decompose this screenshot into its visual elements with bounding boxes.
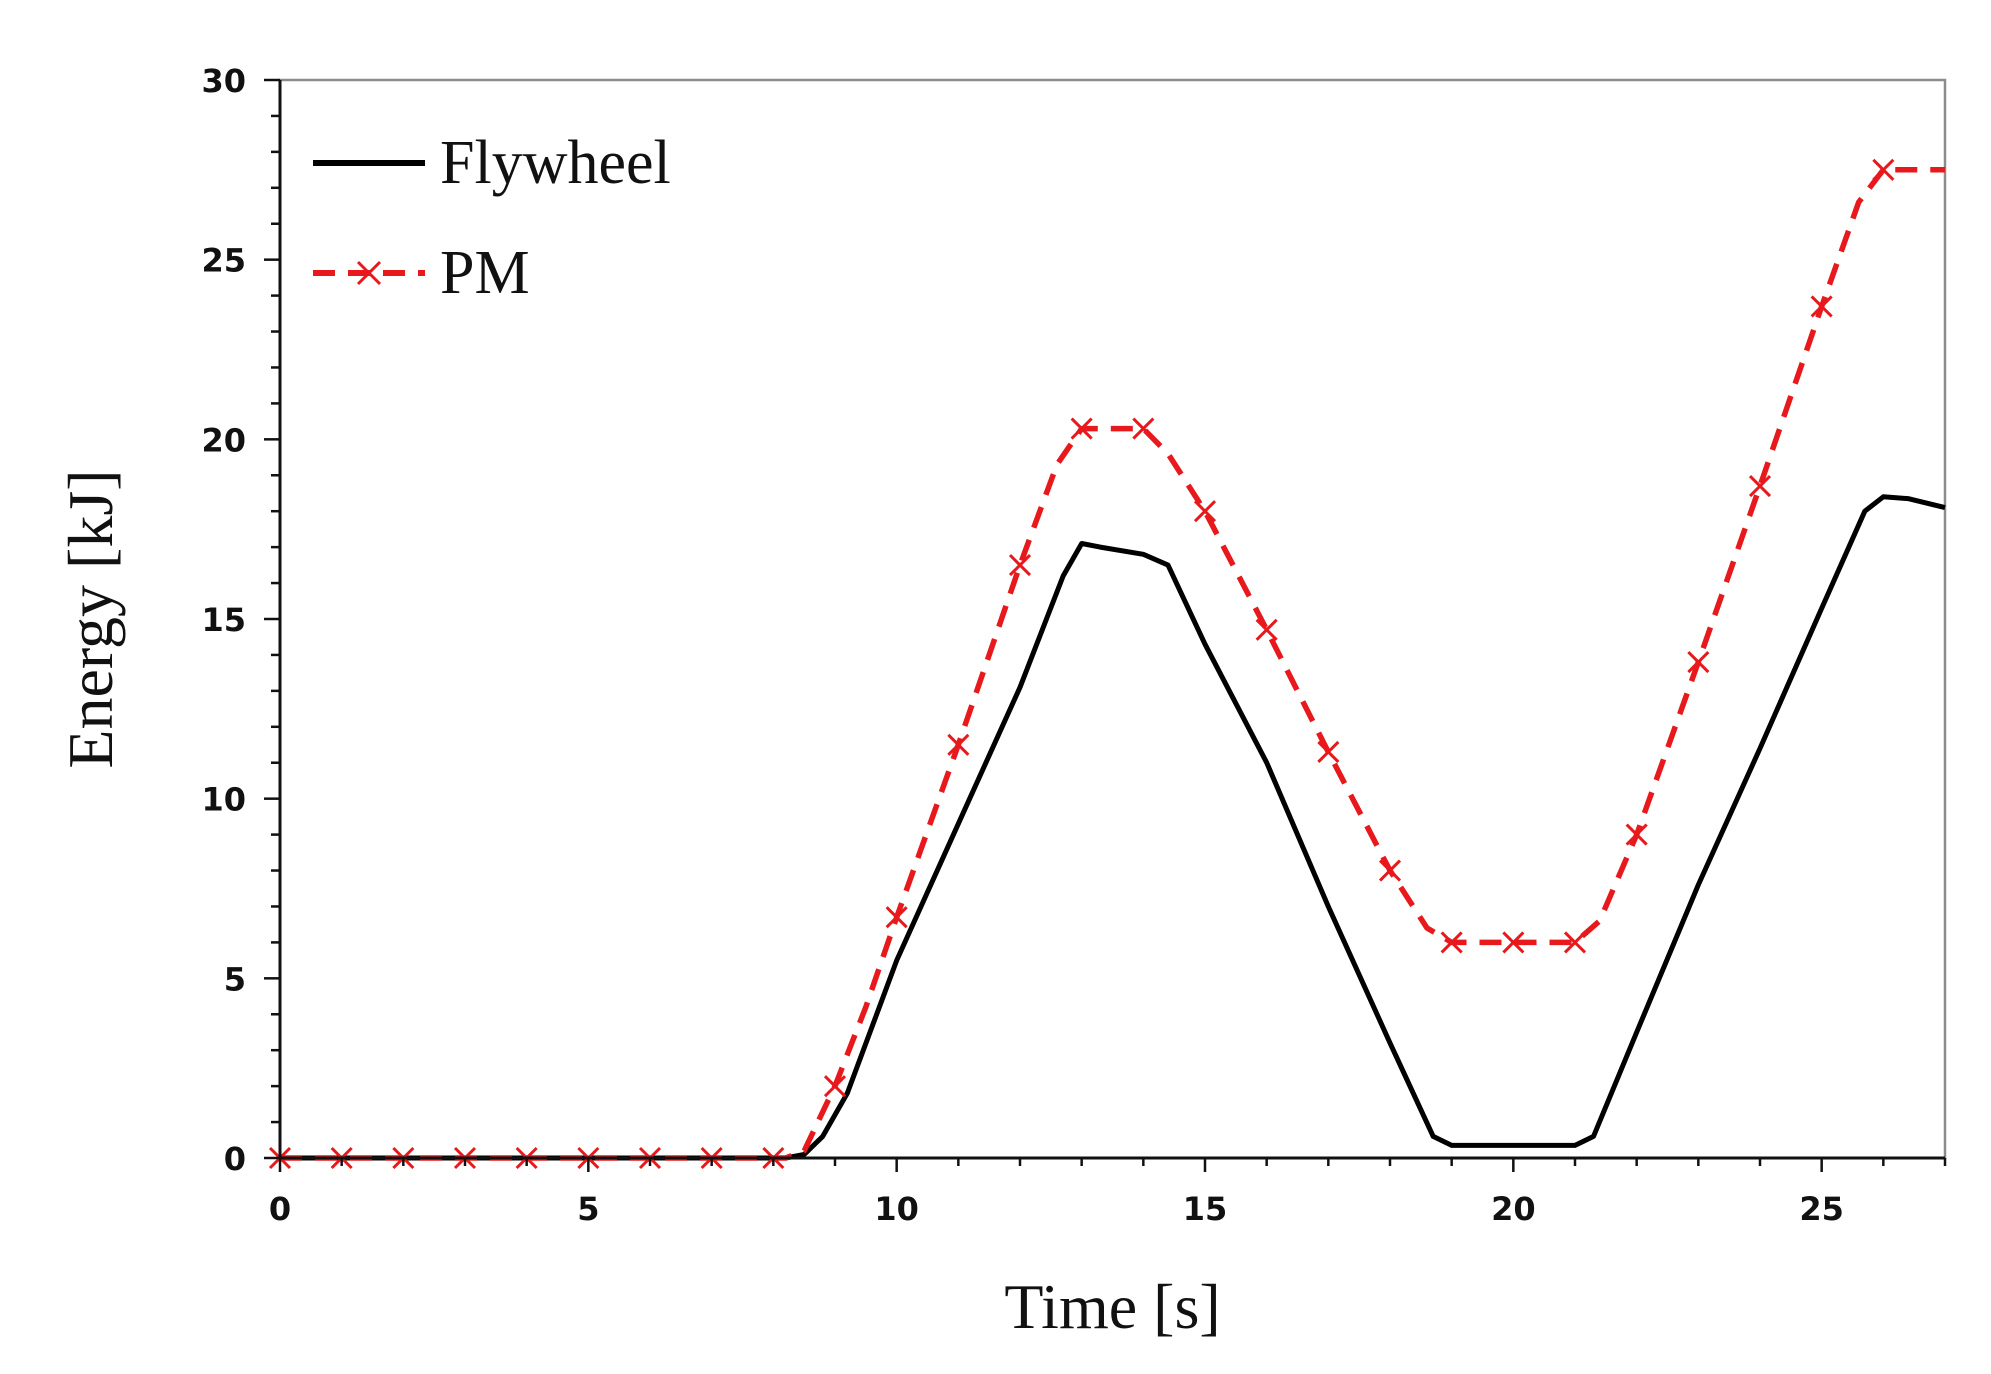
- data-point-pm: [1193, 500, 1217, 523]
- data-point-pm: [1502, 931, 1525, 954]
- x-tick-label: 0: [269, 1190, 291, 1228]
- plot-frame: [278, 78, 1947, 1160]
- data-point-pm: [947, 733, 970, 756]
- data-point-pm: [1810, 295, 1833, 318]
- y-tick-label: 0: [224, 1140, 246, 1178]
- data-point-pm: [1378, 859, 1402, 882]
- data-point-pm: [1440, 931, 1463, 954]
- legend-label-pm: PM: [440, 239, 530, 307]
- legend-label-flywheel: Flywheel: [440, 129, 671, 197]
- data-point-pm: [885, 906, 908, 929]
- legend: Flywheel PM: [313, 129, 671, 307]
- y-tick-label: 15: [201, 601, 246, 639]
- series-line-pm: [280, 167, 1945, 1161]
- y-tick-label: 25: [201, 242, 246, 280]
- x-tick-label: 25: [1799, 1190, 1844, 1228]
- x-axis-title: Time [s]: [1004, 1271, 1220, 1342]
- series-layer: [268, 158, 1946, 1170]
- data-point-pm: [1563, 931, 1587, 954]
- data-point-pm: [1317, 740, 1340, 764]
- y-axis-title: Energy [kJ]: [55, 469, 126, 768]
- data-point-pm: [1008, 554, 1032, 577]
- data-point-pm: [1070, 417, 1093, 440]
- legend-marker-pm: [356, 260, 382, 286]
- y-tick-label: 10: [201, 781, 246, 819]
- data-point-pm: [1255, 618, 1278, 641]
- series-markers-pm: [268, 158, 1895, 1170]
- x-tick-label: 10: [874, 1190, 919, 1228]
- x-tick-label: 20: [1491, 1190, 1536, 1228]
- y-axis: 0 5 10 15 20 25 30: [201, 62, 282, 1178]
- legend-marker-x: [356, 260, 382, 286]
- data-point-pm: [1132, 417, 1155, 440]
- series-line-flywheel: [280, 494, 1946, 1161]
- data-point-pm: [1687, 651, 1710, 674]
- data-point-pm: [1872, 158, 1895, 181]
- y-tick-label: 5: [224, 960, 246, 998]
- x-tick-label: 5: [577, 1190, 599, 1228]
- y-tick-label: 30: [201, 62, 246, 100]
- data-point-pm: [1625, 823, 1648, 846]
- data-point-pm: [823, 1075, 847, 1098]
- x-axis: 0 5 10 15 20 25: [269, 1156, 1947, 1228]
- y-tick-label: 20: [201, 421, 246, 459]
- data-point-pm: [1748, 474, 1772, 498]
- x-tick-label: 15: [1183, 1190, 1228, 1228]
